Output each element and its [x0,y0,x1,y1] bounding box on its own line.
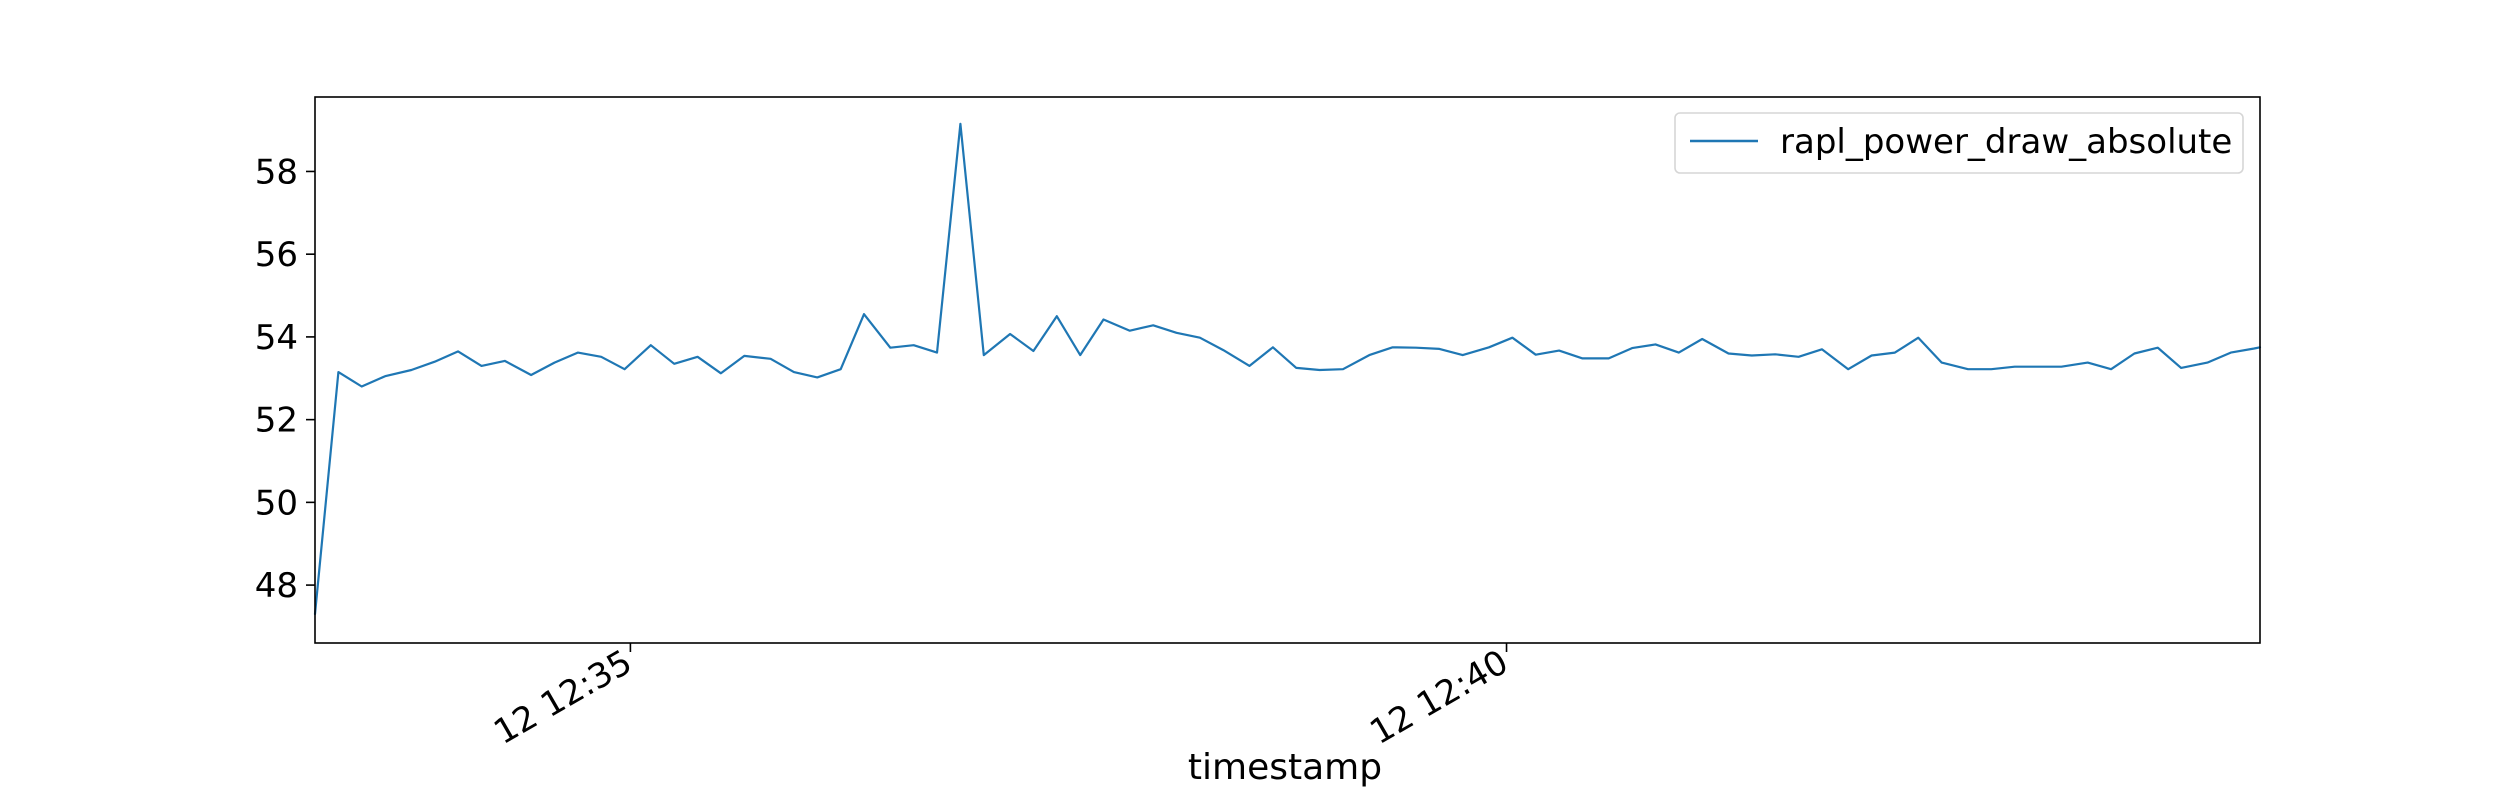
plot-frame [314,96,2261,644]
series-line-0 [313,122,2262,616]
y-tick-label: 48 [255,566,298,606]
legend-box [1674,112,2244,174]
y-tick-label: 50 [255,483,298,523]
plot-area [315,97,2260,643]
series-layer [313,122,2262,616]
x-tick-label: 12 12:40 [1363,642,1515,753]
x-axis: 12 12:35 12 12:40 [487,642,1515,753]
y-axis: 48 50 52 54 56 58 [255,152,315,606]
x-tick-label: 12 12:35 [487,642,639,753]
y-tick-label: 54 [255,318,298,358]
y-tick-label: 52 [255,401,298,441]
x-axis-title: timestamp [1188,747,1382,788]
y-tick-label: 56 [255,235,298,275]
y-tick-label: 58 [255,152,298,192]
legend: rapl_power_draw_absolute [1674,112,2244,174]
legend-label: rapl_power_draw_absolute [1780,122,2232,162]
